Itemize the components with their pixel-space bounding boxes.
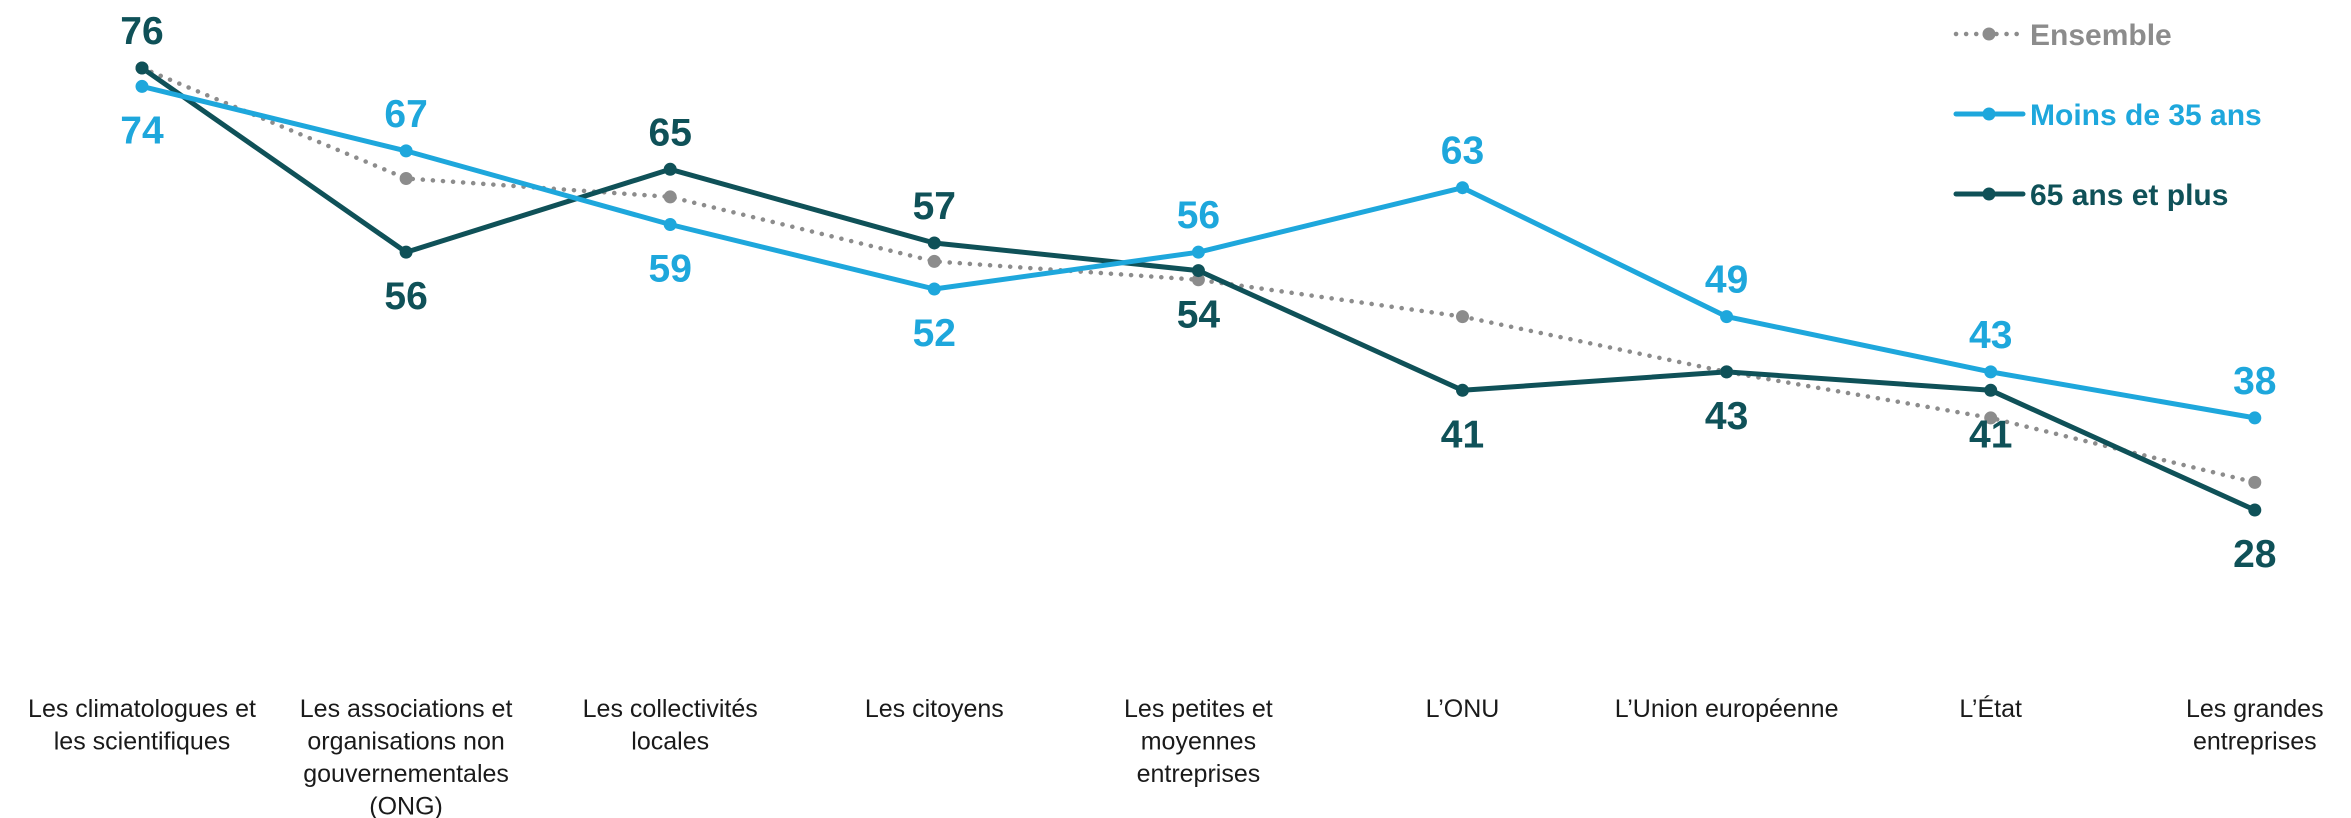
series-1-point <box>1456 181 1469 195</box>
x-tick-label: Les citoyens <box>865 695 1004 723</box>
data-label-series-1: 67 <box>384 93 427 136</box>
data-label-series-2: 56 <box>384 275 427 318</box>
x-tick-label: Les climatologues et les scientifiques <box>28 695 256 756</box>
series-1-point <box>1984 365 1998 379</box>
series-2-point <box>2248 503 2262 517</box>
series-line-0 <box>139 65 2258 485</box>
series-0-point <box>399 172 413 185</box>
x-tick-label: Les grandes entreprises <box>2186 695 2324 756</box>
x-tick-label: Les collectivités locales <box>583 695 758 756</box>
data-label-series-1: 52 <box>913 312 956 355</box>
series-points <box>135 61 2262 517</box>
data-label-series-2: 76 <box>120 10 163 53</box>
series-0-point <box>2248 475 2262 489</box>
series-0-point <box>1984 411 1998 425</box>
data-label-series-1: 74 <box>120 109 164 152</box>
data-label-series-1: 43 <box>1969 314 2012 357</box>
data-label-series-2: 41 <box>1969 413 2012 456</box>
series-2-point <box>1191 264 1205 278</box>
series-1-point <box>135 79 149 93</box>
data-label-series-1: 63 <box>1441 130 1484 173</box>
series-1-point <box>663 218 677 232</box>
series-0-point <box>1191 273 1205 287</box>
x-tick-label: L’ONU <box>1426 695 1500 723</box>
category-labels: Les climatologues et les scientifiques Les… <box>28 694 2324 818</box>
legend: Ensemble Moins de 35 ans 65 ans et plus <box>1953 19 2262 212</box>
series-2-point <box>1456 383 1469 397</box>
series-0-point <box>1456 310 1469 324</box>
data-label-series-1: 59 <box>649 248 692 291</box>
series-1-point <box>1191 245 1205 259</box>
data-label-series-1: 38 <box>2233 360 2276 403</box>
legend-marker-0 <box>1982 27 1996 41</box>
x-tick-label: Les associations et organisations non gouv… <box>300 695 513 818</box>
series-1-point <box>1720 310 1734 324</box>
series-1-point <box>927 282 941 296</box>
series-1-point <box>399 144 413 158</box>
series-2-point <box>1984 383 1998 397</box>
series-2-point <box>1720 365 1734 379</box>
data-label-series-2: 54 <box>1177 294 1221 337</box>
legend-marker-2 <box>1982 187 1996 201</box>
x-tick-label: L’Union européenne <box>1615 695 1839 723</box>
data-label-series-2: 65 <box>649 111 692 154</box>
series-lines <box>139 65 2258 513</box>
series-2-point <box>135 61 149 75</box>
data-label-series-1: 56 <box>1177 194 1220 237</box>
x-tick-label: L’État <box>1959 694 2022 723</box>
value-labels: 74 76 67 56 59 65 52 57 56 54 63 41 49 43 43 41 38 28 <box>120 10 2276 576</box>
legend-marker-1 <box>1982 107 1996 121</box>
series-0-point <box>663 190 677 204</box>
data-label-series-1: 49 <box>1705 259 1748 302</box>
series-line-2 <box>139 65 2258 513</box>
series-2-point <box>927 236 941 250</box>
series-1-point <box>2248 411 2262 425</box>
legend-label-0: Ensemble <box>2030 19 2172 52</box>
data-label-series-2: 41 <box>1441 413 1484 456</box>
x-tick-label: Les petites et moyennes entreprises <box>1124 695 1273 788</box>
series-2-point <box>663 162 677 176</box>
data-label-series-2: 28 <box>2233 533 2276 576</box>
legend-label-1: Moins de 35 ans <box>2030 99 2262 132</box>
data-label-series-2: 43 <box>1705 395 1748 438</box>
series-0-point <box>927 254 941 268</box>
series-2-point <box>399 245 413 259</box>
legend-label-2: 65 ans et plus <box>2030 179 2228 212</box>
data-label-series-2: 57 <box>913 185 956 228</box>
